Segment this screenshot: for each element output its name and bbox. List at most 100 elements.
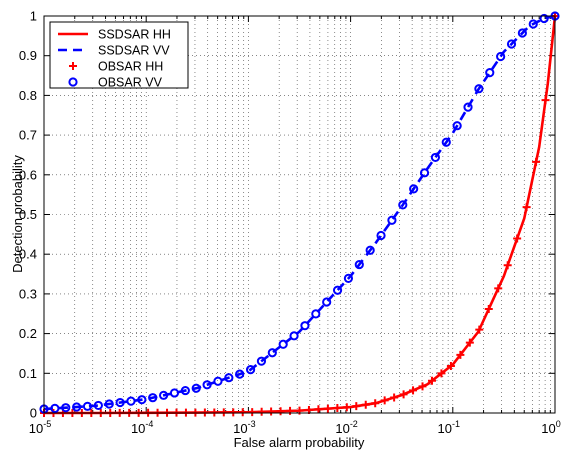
x-axis-label: False alarm probability <box>234 435 365 450</box>
marker-plus <box>361 400 370 409</box>
x-tick-labels: 10-5 10-4 10-3 10-2 10-1 100 <box>29 419 561 436</box>
y-tick-label: 1 <box>30 9 37 24</box>
marker-plus <box>248 408 257 417</box>
marker-plus <box>352 402 361 411</box>
marker-circle <box>126 396 136 406</box>
y-tick-label: 0.4 <box>19 247 37 262</box>
x-tick-base: 10 <box>131 421 145 436</box>
marker-circle <box>343 273 354 283</box>
legend-item: OBSAR HH <box>69 60 163 74</box>
marker-circle <box>430 152 441 163</box>
legend-item: SSDSAR HH <box>58 28 171 42</box>
marker-plus <box>465 338 474 347</box>
x-tick-exponent: 0 <box>556 419 561 429</box>
marker-plus <box>210 408 219 417</box>
marker-circle <box>235 369 245 379</box>
y-tick-label: 0.3 <box>19 286 37 301</box>
x-tick-base: 10 <box>233 421 247 436</box>
y-tick-label: 0.5 <box>19 207 37 222</box>
marker-plus <box>238 408 247 417</box>
marker-plus <box>276 407 285 416</box>
marker-circle <box>245 365 256 375</box>
marker-circle <box>376 230 386 241</box>
y-tick-label: 0.8 <box>19 88 37 103</box>
legend-plus-swatch <box>69 62 77 70</box>
y-tick-label: 0.2 <box>19 326 37 341</box>
marker-circle <box>387 215 397 225</box>
marker-plus <box>323 404 332 413</box>
x-tick-exponent: -1 <box>452 419 460 429</box>
marker-circle <box>311 309 321 319</box>
marker-circle <box>506 39 517 49</box>
marker-circle <box>419 168 430 178</box>
x-tick-label: 10-4 <box>131 419 153 436</box>
marker-plus <box>427 376 436 385</box>
marker-plus <box>475 325 484 334</box>
marker-circle <box>398 200 408 210</box>
x-tick-label: 10-3 <box>233 419 255 436</box>
marker-plus <box>390 393 399 402</box>
legend-item: SSDSAR VV <box>58 44 170 58</box>
x-tick-base: 10 <box>541 421 555 436</box>
marker-plus <box>399 390 408 399</box>
x-tick-base: 10 <box>29 421 43 436</box>
marker-circle <box>539 13 549 24</box>
x-tick-exponent: -5 <box>43 419 51 429</box>
marker-plus <box>503 261 512 270</box>
marker-circle <box>441 137 451 147</box>
legend-label: SSDSAR VV <box>98 44 170 58</box>
marker-plus <box>418 382 427 391</box>
y-axis-label: Detection probability <box>10 155 25 273</box>
y-tick-label: 0.9 <box>19 48 37 63</box>
marker-circle <box>289 331 299 341</box>
marker-circle <box>485 68 495 78</box>
marker-circle <box>93 400 103 411</box>
x-tick-base: 10 <box>438 421 452 436</box>
y-tick-label: 0.6 <box>19 167 37 182</box>
marker-circle <box>61 403 71 413</box>
x-tick-label: 10-1 <box>438 419 460 436</box>
y-tick-label: 0.7 <box>19 128 37 143</box>
legend-label: OBSAR VV <box>98 76 163 90</box>
marker-plus <box>333 403 342 412</box>
marker-circle <box>148 393 158 403</box>
marker-circle <box>137 395 147 405</box>
marker-circle <box>474 84 484 94</box>
marker-plus <box>513 234 522 243</box>
legend: SSDSAR HH SSDSAR VV OBSAR HH OBSAR VV <box>49 21 189 90</box>
marker-circle <box>256 356 267 366</box>
marker-circle <box>267 348 277 358</box>
marker-plus <box>267 407 276 416</box>
marker-plus <box>437 369 446 378</box>
marker-plus <box>522 203 531 212</box>
x-tick-label: 10-2 <box>335 419 357 436</box>
marker-plus <box>446 362 455 371</box>
marker-circle <box>365 245 375 255</box>
x-tick-label: 100 <box>541 419 560 436</box>
marker-circle <box>332 285 343 295</box>
marker-plus <box>456 350 465 359</box>
y-tick-label: 0 <box>30 406 37 421</box>
marker-circle <box>452 121 462 131</box>
marker-circle <box>409 184 419 194</box>
marker-circle <box>191 383 201 393</box>
marker-circle <box>300 321 310 331</box>
marker-circle <box>278 339 288 349</box>
x-tick-label: 10-5 <box>29 419 51 436</box>
legend-label: OBSAR HH <box>98 60 163 74</box>
marker-plus <box>342 403 351 412</box>
marker-circle <box>213 376 223 386</box>
marker-plus <box>532 157 541 166</box>
x-tick-exponent: -3 <box>248 419 256 429</box>
marker-plus <box>371 399 380 408</box>
marker-plus <box>229 408 238 417</box>
marker-circle <box>50 403 60 413</box>
marker-plus <box>380 396 389 405</box>
marker-plus <box>409 386 418 395</box>
marker-circle <box>72 402 82 412</box>
marker-circle <box>158 390 169 400</box>
marker-circle <box>115 397 125 408</box>
marker-plus <box>219 408 228 417</box>
marker-plus <box>314 405 323 414</box>
